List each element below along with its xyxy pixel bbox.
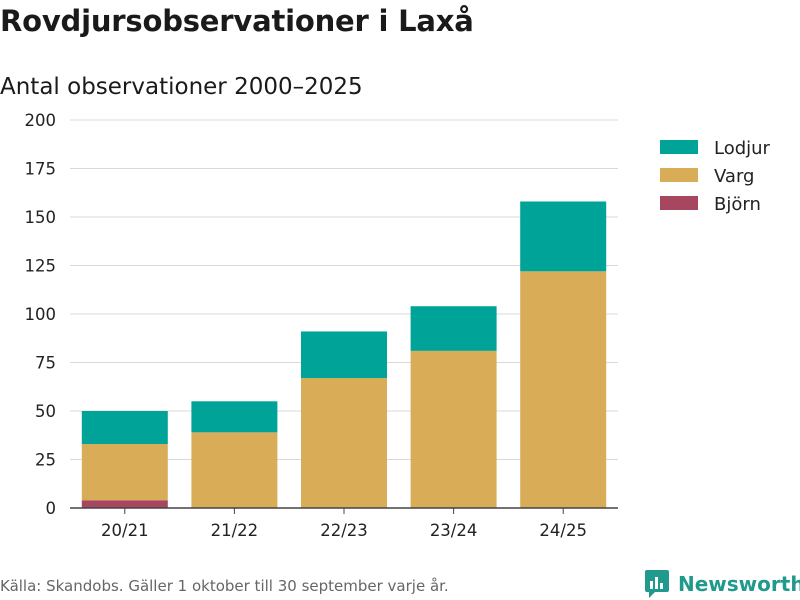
legend-swatch-varg [660,168,698,182]
y-tick-label: 0 [46,499,57,518]
x-tick-label: 23/24 [430,521,478,540]
brand-name: Newsworthy [678,572,800,596]
x-axis-ticks: 20/21 21/22 22/23 23/24 24/25 [101,508,587,540]
y-tick-label: 25 [35,451,56,470]
x-tick-label: 24/25 [539,521,587,540]
legend-label-varg: Varg [714,166,754,187]
bar-lodjur-1 [191,401,278,433]
x-tick-label: 21/22 [211,521,259,540]
newsworthy-logo-icon [645,570,669,598]
x-tick-label: 22/23 [320,521,368,540]
bar-varg-1 [191,432,278,508]
y-tick-label: 125 [25,257,57,276]
bar-lodjur-3 [410,306,497,351]
y-tick-label: 200 [25,111,57,130]
legend-label-lodjur: Lodjur [714,138,771,159]
bar-björn-0 [81,500,168,508]
legend-swatch-björn [660,196,698,210]
legend: Lodjur Varg Björn [660,138,771,215]
y-tick-label: 150 [25,208,57,227]
bar-varg-4 [520,271,607,508]
bar-varg-2 [301,378,387,508]
bars [81,201,607,508]
bar-lodjur-2 [301,331,387,379]
bar-varg-0 [81,443,168,501]
brand-logo: Newsworthy [644,569,800,599]
legend-label-björn: Björn [714,194,761,215]
y-tick-label: 75 [35,354,56,373]
x-tick-label: 20/21 [101,521,149,540]
y-tick-label: 175 [25,160,57,179]
bar-lodjur-4 [520,201,607,272]
chart-subtitle: Antal observationer 2000–2025 [0,74,363,100]
y-tick-label: 100 [25,305,57,324]
y-tick-label: 50 [35,402,56,421]
chart-title: Rovdjursobservationer i Laxå [0,4,474,38]
legend-swatch-lodjur [660,140,698,154]
source-note: Källa: Skandobs. Gäller 1 oktober till 3… [0,577,449,595]
y-axis-ticks: 0 25 50 75 100 125 150 175 200 [25,111,57,518]
bar-varg-3 [410,350,497,508]
bar-lodjur-0 [81,411,168,444]
